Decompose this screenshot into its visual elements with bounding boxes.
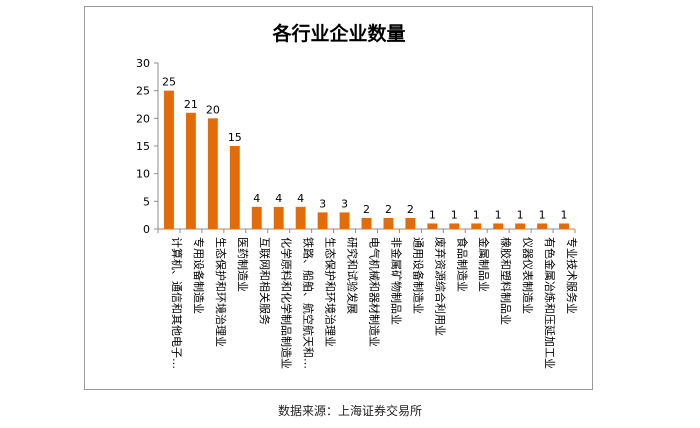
data-label: 1 xyxy=(517,208,524,221)
data-label: 1 xyxy=(561,208,568,221)
bar xyxy=(449,223,460,229)
data-label: 1 xyxy=(429,208,436,221)
bar xyxy=(471,223,482,229)
category-label: 化学原料和化学制品制造业 xyxy=(280,237,294,369)
data-label: 1 xyxy=(495,208,502,221)
category-label: 研究和试验发展 xyxy=(346,237,360,314)
data-label: 20 xyxy=(206,103,220,116)
y-tick-label: 25 xyxy=(136,85,150,98)
category-label: 电气机械和器材制造业 xyxy=(368,237,382,347)
bar xyxy=(339,212,350,229)
category-label: 计算机、通信和其他电子… xyxy=(170,237,184,369)
category-label: 仪器仪表制造业 xyxy=(521,237,535,314)
category-labels: 计算机、通信和其他电子… 专用设备制造业 生态保护和环境治理业 医药制造业 互联网和相关… xyxy=(170,237,579,369)
category-label: 橡胶和塑料制品业 xyxy=(499,237,513,325)
category-label: 生态保护和环境治理业 xyxy=(324,237,338,347)
bar xyxy=(229,146,240,229)
bar xyxy=(317,212,328,229)
data-label: 15 xyxy=(228,131,242,144)
y-tick-label: 5 xyxy=(143,195,150,208)
data-label: 25 xyxy=(162,76,176,89)
source-note: 数据来源：上海证券交易所 xyxy=(277,404,422,418)
bar xyxy=(207,118,218,229)
bar xyxy=(559,223,569,229)
category-label: 生态保护和环境治理业 xyxy=(214,237,228,347)
y-axis: 0 5 10 15 20 25 30 xyxy=(136,57,159,236)
chart-frame: 各行业企业数量 0 5 10 15 20 25 30 25 21 20 15 4 4 4 3 3 2 2 2 1 1 1… xyxy=(84,6,593,390)
data-label: 4 xyxy=(253,192,260,205)
data-label: 1 xyxy=(539,208,546,221)
bar xyxy=(361,217,372,229)
x-axis xyxy=(157,228,576,233)
data-label: 3 xyxy=(341,197,348,210)
bar xyxy=(427,223,438,229)
y-tick-label: 0 xyxy=(143,223,150,236)
bar xyxy=(383,217,394,229)
category-label: 食品制造业 xyxy=(455,237,469,292)
bars xyxy=(164,90,569,230)
bar xyxy=(251,206,262,229)
data-label: 4 xyxy=(275,192,282,205)
y-tick-label: 20 xyxy=(136,112,150,125)
category-label: 有色金属冶炼和压延加工业 xyxy=(543,237,557,369)
bar xyxy=(295,206,306,229)
y-tick-label: 30 xyxy=(136,57,150,70)
bar xyxy=(405,217,416,229)
category-label: 铁路、船舶、航空航天和… xyxy=(302,237,316,369)
chart-title: 各行业企业数量 xyxy=(271,22,405,45)
category-label: 废弃资源综合利用业 xyxy=(433,237,447,336)
bar xyxy=(515,223,526,229)
data-label: 3 xyxy=(319,197,326,210)
bar xyxy=(273,206,284,229)
category-label: 通用设备制造业 xyxy=(411,237,425,314)
y-tick-label: 15 xyxy=(136,140,150,153)
bar xyxy=(164,90,174,230)
bar xyxy=(185,112,196,229)
bar xyxy=(493,223,504,229)
data-label: 1 xyxy=(451,208,458,221)
bar xyxy=(537,223,548,229)
data-label: 2 xyxy=(407,203,414,216)
category-label: 金属制品业 xyxy=(477,237,491,292)
data-label: 21 xyxy=(184,98,198,111)
data-label: 2 xyxy=(363,203,370,216)
data-label: 1 xyxy=(473,208,480,221)
y-tick-label: 10 xyxy=(136,168,150,181)
category-label: 医药制造业 xyxy=(236,237,250,292)
category-label: 非金属矿物制品业 xyxy=(389,237,403,325)
category-label: 专用设备制造业 xyxy=(192,237,206,314)
data-label: 4 xyxy=(297,192,304,205)
data-label: 2 xyxy=(385,203,392,216)
category-label: 专业技术服务业 xyxy=(565,237,579,314)
category-label: 互联网和相关服务 xyxy=(258,237,272,325)
